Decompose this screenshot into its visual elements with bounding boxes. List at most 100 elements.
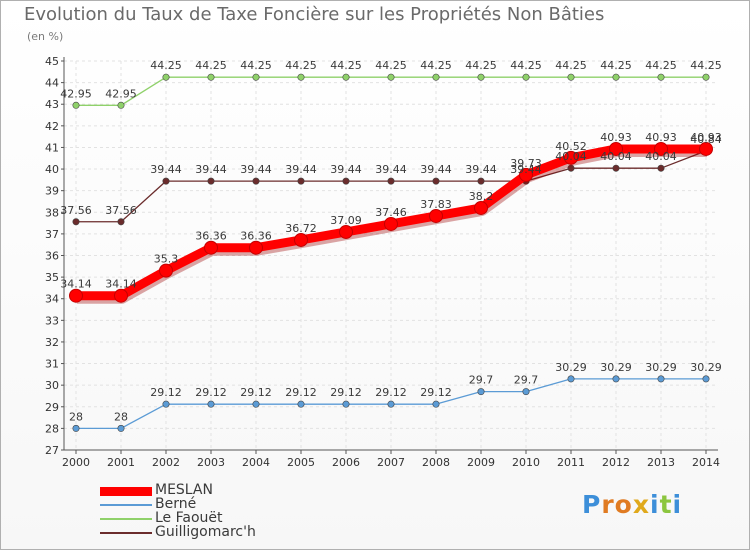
data-point (72, 101, 80, 109)
data-label: 37.56 (105, 204, 137, 217)
y-tick-label: 29 (45, 401, 59, 414)
data-label: 44.25 (195, 59, 227, 72)
data-point (207, 400, 215, 408)
legend-swatch (100, 504, 152, 506)
data-label: 29.12 (150, 386, 182, 399)
data-label: 44.25 (465, 59, 497, 72)
x-tick-label: 2004 (242, 456, 270, 469)
data-label: 29.7 (514, 374, 539, 387)
data-label: 44.25 (510, 59, 542, 72)
data-point (609, 141, 623, 156)
data-point (249, 240, 263, 255)
data-label: 40.93 (645, 131, 677, 144)
data-label: 30.29 (600, 361, 632, 374)
data-point (117, 218, 125, 226)
data-label: 44.25 (285, 59, 317, 72)
data-point (384, 216, 398, 231)
data-point (612, 375, 620, 383)
data-point (159, 263, 173, 278)
x-tick-label: 2003 (197, 456, 225, 469)
data-label: 37.09 (330, 214, 362, 227)
data-label: 39.44 (150, 163, 182, 176)
data-label: 29.12 (375, 386, 407, 399)
data-label: 44.25 (600, 59, 632, 72)
data-point (342, 177, 350, 185)
data-label: 30.29 (555, 361, 587, 374)
data-label: 42.95 (105, 87, 137, 100)
chart-title: Evolution du Taux de Taxe Foncière sur l… (24, 4, 605, 25)
data-label: 29.12 (285, 386, 317, 399)
data-point (564, 150, 578, 165)
data-label: 36.36 (195, 230, 227, 243)
data-point (114, 288, 128, 303)
y-tick-label: 32 (45, 336, 59, 349)
data-label: 42.95 (60, 87, 92, 100)
logo-letter: P (582, 490, 602, 519)
y-tick-label: 42 (45, 120, 59, 133)
data-point (432, 73, 440, 81)
data-point (252, 73, 260, 81)
data-label: 36.36 (240, 230, 272, 243)
logo-letter: i (650, 490, 660, 519)
data-label: 35.3 (154, 253, 179, 266)
proxiti-logo: Proxiti (582, 490, 682, 519)
data-point (204, 240, 218, 255)
data-point (162, 400, 170, 408)
data-label: 39.44 (465, 163, 497, 176)
data-label: 37.83 (420, 198, 452, 211)
data-label: 39.44 (510, 163, 542, 176)
data-label: 37.46 (375, 206, 407, 219)
y-tick-label: 44 (45, 77, 59, 90)
data-label: 39.44 (420, 163, 452, 176)
y-tick-label: 36 (45, 250, 59, 263)
data-label: 40.84 (690, 133, 722, 146)
data-point (474, 200, 488, 215)
data-label: 40.93 (600, 131, 632, 144)
data-label: 44.25 (420, 59, 452, 72)
data-label: 40.04 (645, 150, 677, 163)
data-point (657, 73, 665, 81)
data-label: 39.44 (285, 163, 317, 176)
data-point (477, 177, 485, 185)
data-label: 36.72 (285, 222, 317, 235)
y-tick-label: 34 (45, 293, 59, 306)
x-tick-label: 2008 (422, 456, 450, 469)
data-point (522, 388, 530, 396)
data-point (252, 400, 260, 408)
data-point (519, 167, 533, 182)
data-point (387, 400, 395, 408)
data-label: 34.14 (60, 278, 92, 291)
data-point (387, 73, 395, 81)
data-point (429, 208, 443, 223)
data-label: 30.29 (690, 361, 722, 374)
x-tick-label: 2007 (377, 456, 405, 469)
data-label: 39.44 (195, 163, 227, 176)
data-point (432, 177, 440, 185)
data-point (294, 232, 308, 247)
y-tick-label: 45 (45, 55, 59, 68)
data-label: 29.7 (469, 374, 494, 387)
logo-letter: r (601, 490, 615, 519)
data-label: 34.14 (105, 278, 137, 291)
data-point (612, 73, 620, 81)
data-label: 38.2 (469, 190, 494, 203)
data-label: 39.73 (510, 157, 542, 170)
data-point (702, 73, 710, 81)
logo-letter: o (614, 490, 633, 519)
data-point (297, 73, 305, 81)
data-point (654, 141, 668, 156)
data-point (252, 177, 260, 185)
data-label: 28 (114, 410, 128, 423)
legend-swatch (100, 518, 152, 520)
y-tick-label: 38 (45, 206, 59, 219)
data-label: 44.25 (555, 59, 587, 72)
logo-letter: i (672, 490, 683, 519)
data-point (567, 375, 575, 383)
data-point (117, 101, 125, 109)
y-tick-label: 28 (45, 422, 59, 435)
x-tick-label: 2011 (557, 456, 585, 469)
y-tick-label: 33 (45, 314, 59, 327)
legend-swatch (100, 486, 152, 496)
data-label: 40.04 (555, 150, 587, 163)
